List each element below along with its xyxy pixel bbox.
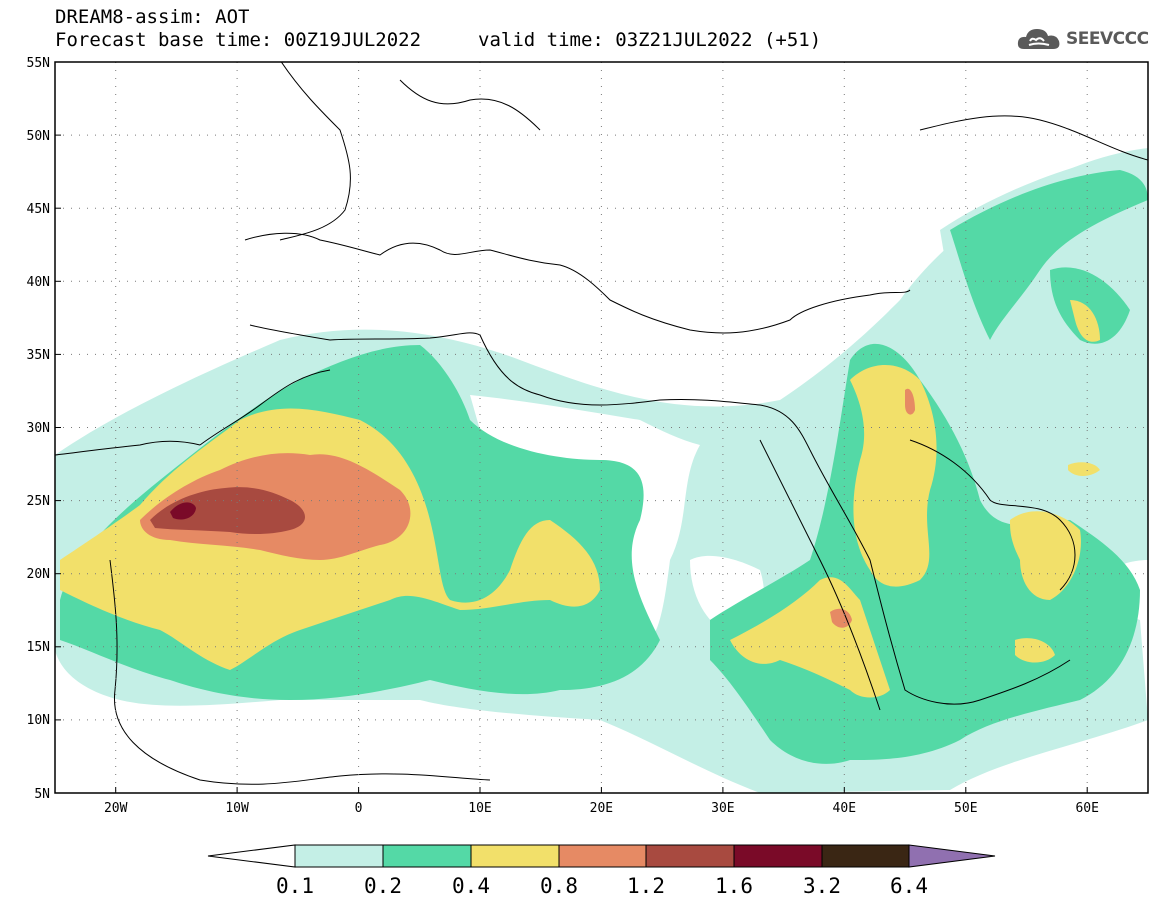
colorbar-segment: [645, 844, 735, 868]
colorbar-segment: [382, 844, 472, 868]
forecast-base-time: Forecast base time: 00Z19JUL2022: [55, 29, 422, 51]
coastlines: [55, 62, 1148, 785]
lat-label: 30N: [27, 421, 50, 436]
lon-label: 20E: [590, 801, 613, 816]
cloud-icon: [1017, 29, 1060, 49]
lon-label: 30E: [711, 801, 734, 816]
colorbar-segment: [470, 844, 560, 868]
colorbar-underflow-triangle: [207, 844, 296, 868]
colorbar-segment: [733, 844, 823, 868]
colorbar-segment: [558, 844, 647, 868]
lon-label: 10E: [468, 801, 491, 816]
lon-label: 0: [355, 801, 363, 816]
colorbar: [207, 844, 996, 868]
colorbar-label: 1.2: [627, 874, 665, 898]
lat-label: 35N: [27, 348, 50, 363]
lat-label: 45N: [27, 202, 50, 217]
colorbar-label: 0.1: [276, 874, 314, 898]
lon-label: 20W: [104, 801, 128, 816]
seevccc-logo: SEEVCCC: [1016, 24, 1149, 54]
lat-label: 55N: [27, 56, 50, 71]
colorbar-overflow-triangle: [908, 844, 996, 868]
lat-label: 5N: [34, 787, 50, 802]
lon-label: 10W: [225, 801, 249, 816]
colorbar-label: 0.8: [540, 874, 578, 898]
colorbar-label: 0.2: [364, 874, 402, 898]
map-title: DREAM8-assim: AOT: [55, 6, 250, 28]
logo-text: SEEVCCC: [1066, 29, 1149, 49]
colorbar-label: 3.2: [803, 874, 841, 898]
lat-label: 40N: [27, 275, 50, 290]
lat-label: 25N: [27, 494, 50, 509]
lon-label: 50E: [954, 801, 977, 816]
lat-label: 20N: [27, 567, 50, 582]
colorbar-segment: [294, 844, 384, 868]
lat-label: 15N: [27, 640, 50, 655]
colorbar-label: 0.4: [452, 874, 490, 898]
lon-label: 60E: [1075, 801, 1098, 816]
valid-time: valid time: 03Z21JUL2022 (+51): [478, 29, 822, 51]
lon-label: 40E: [833, 801, 856, 816]
colorbar-label: 6.4: [890, 874, 928, 898]
lat-label: 10N: [27, 713, 50, 728]
lat-label: 50N: [27, 129, 50, 144]
colorbar-segment: [821, 844, 910, 868]
colorbar-label: 1.6: [715, 874, 753, 898]
